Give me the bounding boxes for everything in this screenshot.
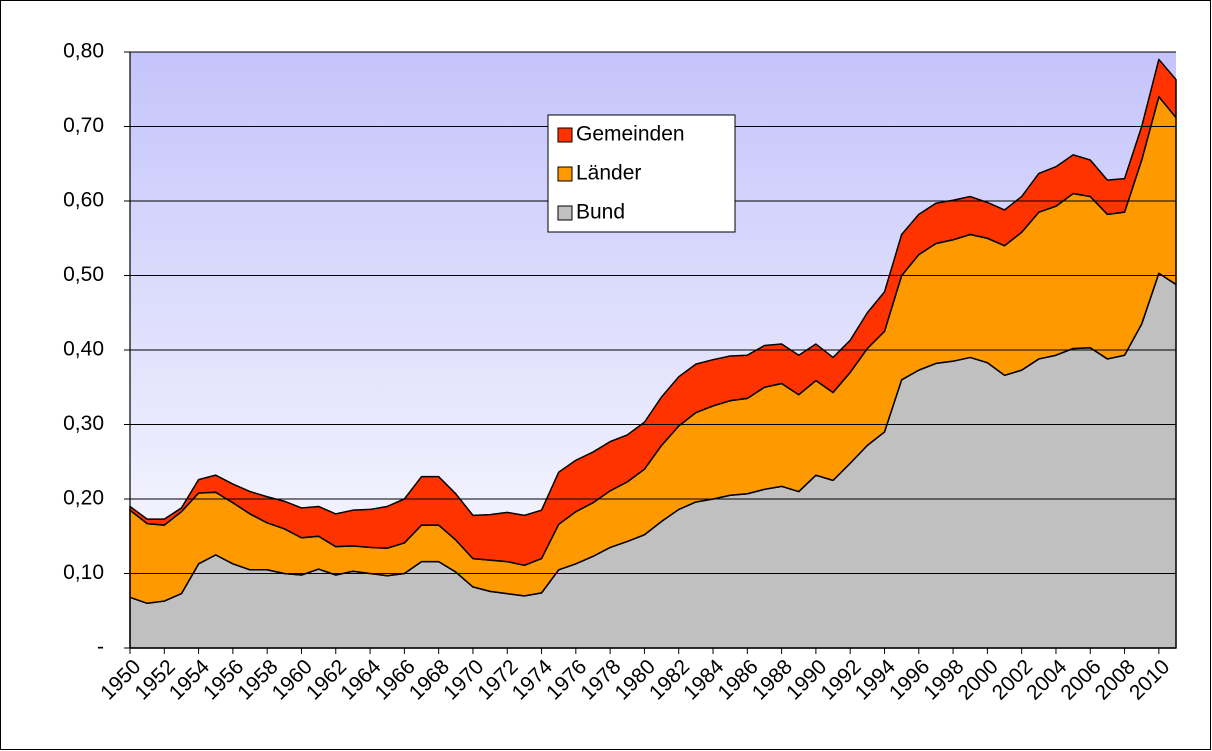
legend: Gemeinden Länder Bund	[547, 114, 736, 233]
legend-label: Bund	[576, 201, 625, 224]
y-tick-label: 0,20	[63, 487, 104, 510]
y-tick-label: -	[97, 636, 104, 659]
y-tick-label: 0,70	[63, 114, 104, 137]
area	[129, 58, 1177, 567]
legend-box	[547, 114, 736, 233]
legend-swatch	[557, 127, 573, 143]
legend-label: Gemeinden	[576, 123, 685, 146]
y-tick-label: 0,10	[63, 561, 104, 584]
y-tick-label: 0,50	[63, 263, 104, 286]
legend-swatch	[557, 205, 573, 221]
legend-swatch	[557, 166, 573, 182]
y-tick-label: 0,60	[63, 189, 104, 212]
y-tick-label: 0,80	[63, 40, 104, 63]
legend-label: Länder	[576, 162, 641, 185]
y-tick-label: 0,40	[63, 338, 104, 361]
y-tick-label: 0,30	[63, 412, 104, 435]
